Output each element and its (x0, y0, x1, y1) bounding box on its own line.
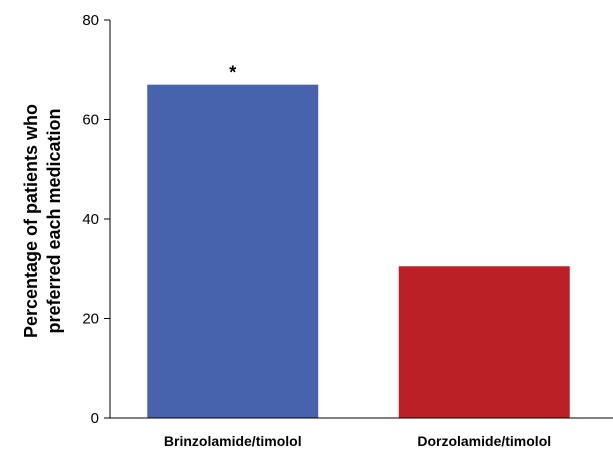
y-tick-label: 0 (91, 410, 99, 427)
y-axis-title-line-1: Percentage of patients who (21, 104, 41, 338)
y-tick-label: 60 (82, 112, 99, 129)
significance-marker: * (229, 63, 236, 83)
x-tick-label: Dorzolamide/timolol (417, 433, 551, 449)
bar-dorzolamide-timolol (398, 266, 570, 418)
y-tick-label: 40 (82, 211, 99, 228)
plot-area: Brinzolamide/timolol Dorzolamide/timolol *… (82, 12, 613, 449)
bar-brinzolamide-timolol (147, 84, 319, 419)
x-tick-label: Brinzolamide/timolol (164, 433, 302, 449)
y-axis-title-line-2: preferred each medication (44, 108, 64, 333)
y-tick-label: 20 (82, 311, 99, 328)
y-axis-title: Percentage of patients who preferred eac… (21, 104, 64, 338)
y-tick-label: 80 (82, 12, 99, 29)
